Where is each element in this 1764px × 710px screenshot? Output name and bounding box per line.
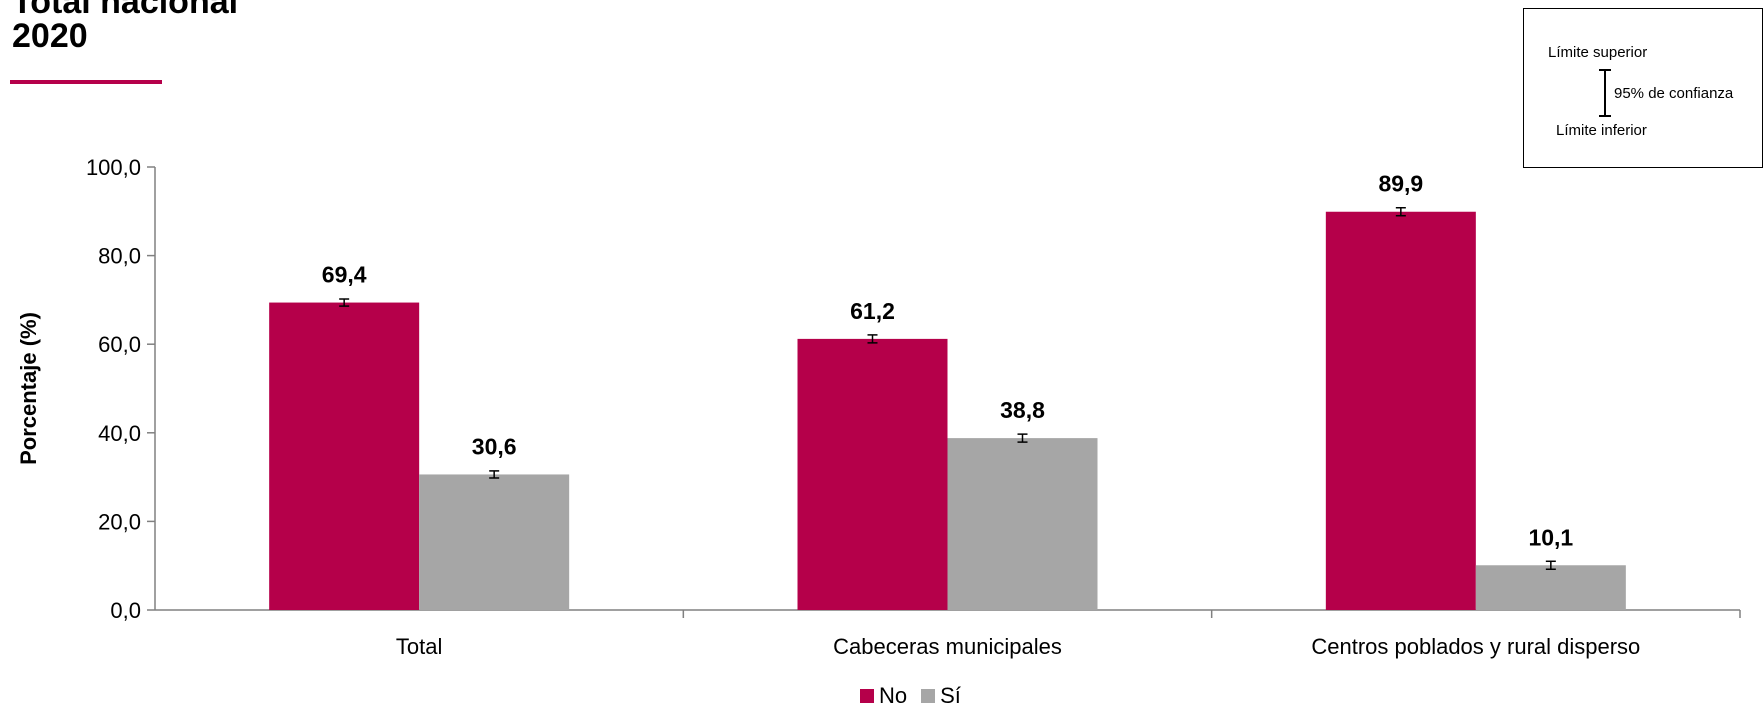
x-tick-label: Cabeceras municipales xyxy=(833,634,1062,659)
ci-upper-label: Límite superior xyxy=(1548,44,1648,61)
x-tick-label: Total xyxy=(396,634,442,659)
bar-chart: 0,0 20,0 40,0 60,0 80,0 100,0 Porcentaje (%) To… xyxy=(16,155,1741,659)
legend-label-si: Sí xyxy=(940,683,961,708)
legend-item-si: Sí xyxy=(921,683,961,709)
y-axis-title: Porcentaje (%) xyxy=(16,312,41,465)
legend-label-no: No xyxy=(879,683,908,708)
bar-no xyxy=(797,338,948,610)
legend-swatch-si xyxy=(921,689,936,703)
bar-si xyxy=(1475,565,1626,610)
series-legend: No Sí xyxy=(860,683,975,709)
chart-title-year: 2020 xyxy=(12,17,88,55)
y-tick-label: 0,0 xyxy=(110,598,141,623)
chart-title-line1: Total nacional xyxy=(12,0,239,21)
y-tick-label: 40,0 xyxy=(98,421,141,446)
error-bar-icon xyxy=(1599,69,1611,117)
confidence-interval-legend: Límite superior 95% de confianza Límite … xyxy=(1523,8,1763,168)
title-accent-rule xyxy=(10,80,162,84)
bar-no xyxy=(269,302,420,610)
x-tick-label: Centros poblados y rural disperso xyxy=(1311,634,1640,659)
legend-item-no: No xyxy=(860,683,907,709)
bar-si xyxy=(419,474,570,610)
bar-no xyxy=(1325,211,1476,611)
data-label: 30,6 xyxy=(472,433,517,459)
ci-level-label: 95% de confianza xyxy=(1614,85,1734,102)
data-label: 10,1 xyxy=(1528,524,1573,550)
data-label: 38,8 xyxy=(1000,397,1045,423)
data-label: 61,2 xyxy=(850,298,895,324)
data-label: 89,9 xyxy=(1378,171,1423,197)
ci-lower-label: Límite inferior xyxy=(1556,122,1647,139)
data-label: 69,4 xyxy=(322,262,367,288)
y-tick-label: 80,0 xyxy=(98,244,141,269)
legend-swatch-no xyxy=(860,689,874,703)
y-tick-label: 60,0 xyxy=(98,332,141,357)
y-tick-label: 100,0 xyxy=(86,155,141,180)
y-tick-label: 20,0 xyxy=(98,509,141,534)
bar-si xyxy=(947,438,1098,610)
